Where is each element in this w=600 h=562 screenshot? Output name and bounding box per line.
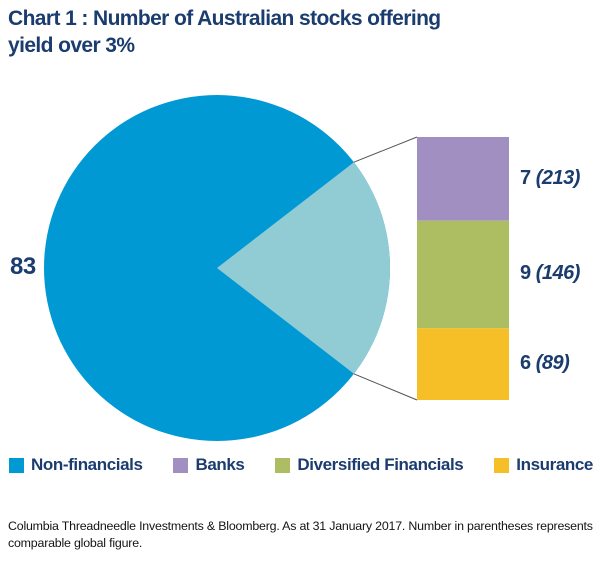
banks-count: 7 (520, 166, 531, 189)
page-title-line-2: yield over 3% (8, 34, 135, 57)
bar-segment-diversified-financials (417, 220, 509, 329)
source-note: Columbia Threadneedle Investments & Bloo… (8, 518, 596, 552)
legend-label-banks: Banks (195, 455, 245, 474)
legend-label-insurance: Insurance (516, 455, 593, 474)
banks-value-label: 7 (213) (520, 167, 580, 190)
page-title: Chart 1 : Number of Australian stocks of… (8, 5, 592, 59)
leader-line-top (353, 136, 418, 163)
diversified-financials-count: 9 (520, 262, 531, 285)
insurance-value-label: 6 (89) (520, 352, 570, 375)
legend-label-diversified-financials: Diversified Financials (297, 455, 464, 474)
banks-swatch-icon (173, 457, 189, 473)
legend-label-non-financials: Non-financials (31, 455, 143, 474)
legend-item-insurance: Insurance (494, 455, 593, 475)
legend: Non-financials Banks Diversified Financi… (9, 455, 593, 475)
page-title-line-1: Chart 1 : Number of Australian stocks of… (8, 7, 441, 30)
pie-wedge-highlight-group (217, 162, 391, 374)
source-note-line-2: comparable global figure. (8, 536, 143, 550)
leader-line-bottom (353, 373, 418, 401)
bar-segment-banks (417, 137, 509, 221)
banks-global-count: (213) (535, 166, 581, 189)
source-note-line-1: Columbia Threadneedle Investments & Bloo… (8, 519, 593, 533)
insurance-global-count: (89) (535, 352, 570, 375)
insurance-count: 6 (520, 352, 531, 375)
diversified-financials-value-label: 9 (146) (520, 262, 580, 285)
diversified-financials-swatch-icon (275, 457, 291, 473)
legend-item-banks: Banks (173, 455, 245, 475)
non-financials-swatch-icon (9, 457, 24, 473)
legend-item-diversified-financials: Diversified Financials (275, 455, 464, 475)
diversified-financials-global-count: (146) (535, 262, 581, 285)
non-financials-value-label: 83 (10, 253, 36, 280)
bar-segment-insurance (417, 328, 509, 400)
legend-item-non-financials: Non-financials (9, 455, 143, 475)
insurance-swatch-icon (494, 457, 510, 473)
